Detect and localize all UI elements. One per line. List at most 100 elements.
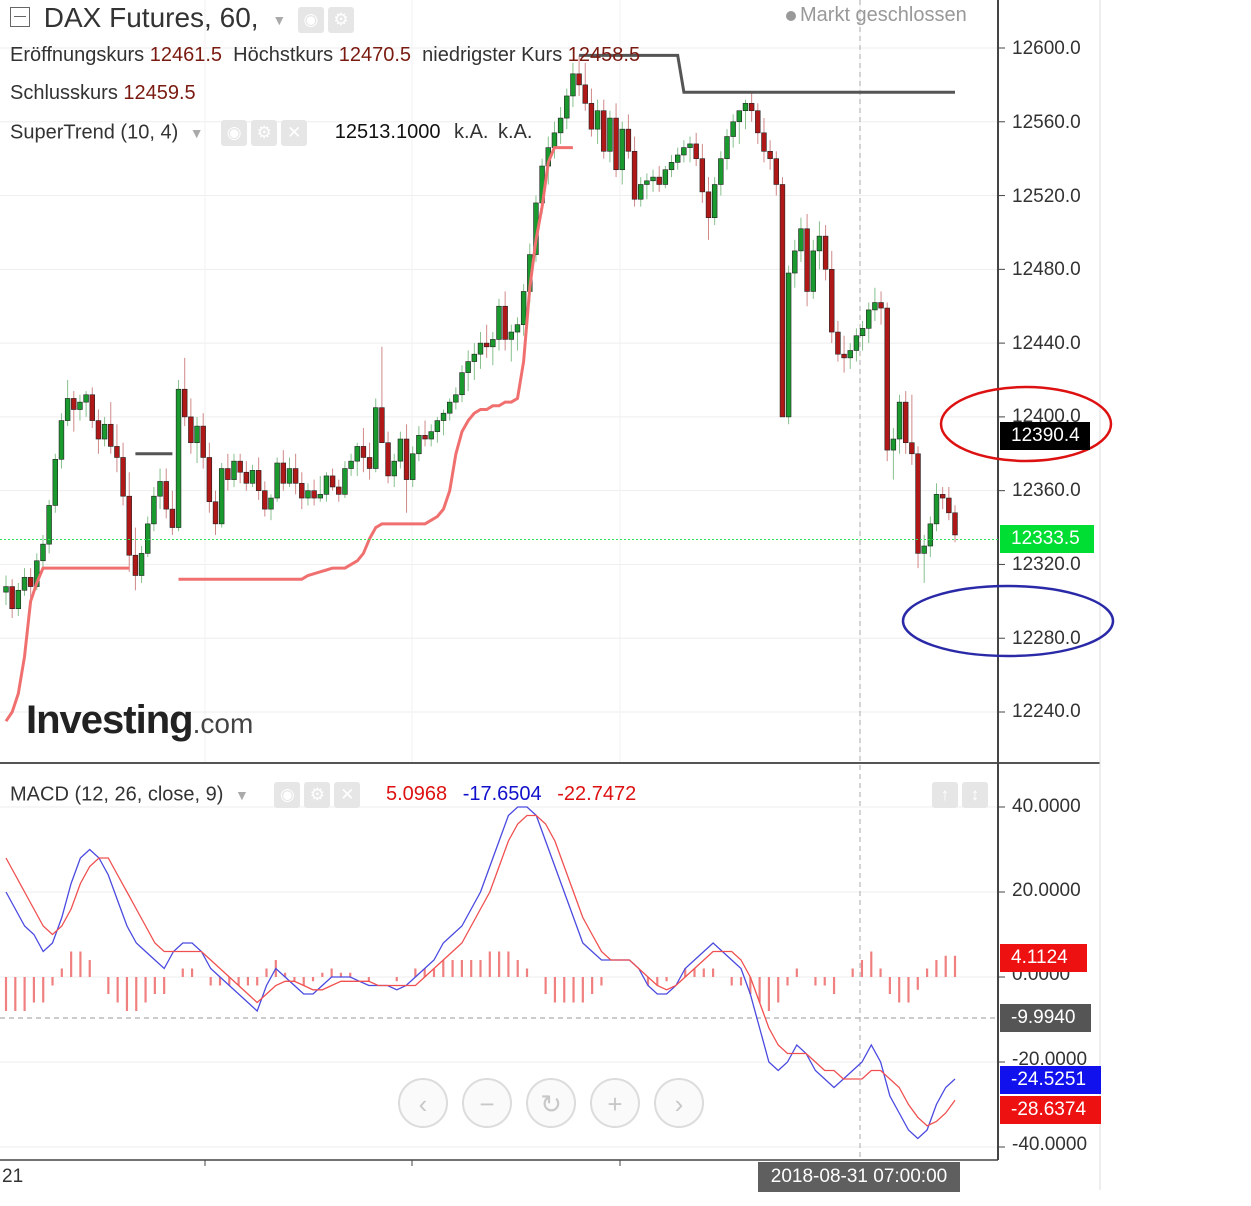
candle-body [594, 110, 601, 130]
arrow-up-icon[interactable]: ↑ [932, 782, 958, 808]
supertrend-na-2: k.A. [498, 121, 533, 144]
eye-icon[interactable]: ◉ [221, 120, 248, 146]
candle-body [21, 577, 28, 591]
candle-body [674, 154, 681, 163]
candle-body [280, 462, 287, 484]
candle-body [625, 128, 632, 152]
macd-axis-ticks [998, 806, 1005, 1148]
price-tick-label: 12440.0 [1012, 333, 1081, 354]
supertrend-lines [4, 53, 955, 723]
candle-body [638, 184, 644, 200]
candle-body [206, 457, 213, 503]
candle-body [909, 442, 915, 455]
macd-line-value: -17.6504 [462, 783, 542, 806]
candle-body [27, 577, 34, 587]
candle-body [896, 401, 903, 440]
chart-title-row: DAX Futures, 60, ▼ ◉ ⚙ [10, 2, 354, 34]
supertrend-up-line [4, 566, 130, 723]
market-status-text: Markt geschlossen [800, 4, 967, 26]
macd-plot [4, 806, 957, 1140]
chevron-down-icon[interactable]: ▼ [189, 125, 204, 141]
candle-body [570, 73, 576, 97]
scroll-left-button[interactable]: ‹ [398, 1078, 448, 1128]
candle-body [311, 490, 317, 499]
last-price-tag: 12333.5 [1000, 525, 1094, 553]
arrow-updown-icon[interactable]: ↕ [962, 782, 988, 808]
candle-body [557, 117, 564, 134]
candle-body [379, 407, 385, 444]
candle-body [761, 132, 767, 152]
candle-body [145, 523, 151, 554]
zoom-out-button[interactable]: − [462, 1078, 512, 1128]
macd-tick-label: -20.0000 [1012, 1049, 1088, 1070]
supertrend-label[interactable]: SuperTrend (10, 4) [10, 121, 179, 144]
candle-body [724, 136, 730, 159]
chart-title[interactable]: DAX Futures, 60, [43, 2, 259, 33]
open-label: Eröffnungskurs [10, 44, 145, 66]
candle-body [514, 324, 521, 333]
candle-body [613, 117, 619, 171]
macd-hist-value: 5.0968 [385, 783, 448, 806]
collapse-icon[interactable] [10, 6, 30, 27]
candle-body [785, 272, 792, 418]
candle-body [502, 305, 508, 340]
candle-body [465, 361, 471, 373]
candle-body [668, 162, 675, 171]
candle-body [847, 350, 853, 359]
macd-hist-tag: 4.1124 [1000, 944, 1087, 972]
candle-body [262, 490, 268, 510]
zoom-in-button[interactable]: + [590, 1078, 640, 1128]
candle-body [108, 423, 114, 447]
candle-body [212, 501, 219, 525]
eye-icon[interactable]: ◉ [297, 6, 324, 33]
candle-body [200, 425, 206, 458]
candle-body [835, 331, 841, 355]
chevron-down-icon[interactable]: ▼ [234, 787, 249, 803]
candle-body [927, 523, 934, 547]
investing-logo: Investing.com [26, 698, 253, 743]
brand-name: Investing [26, 698, 194, 742]
macd-line-tag: -24.5251 [1000, 1066, 1101, 1094]
candle-body [687, 143, 693, 148]
candle-body [933, 494, 940, 525]
pane-controls: ↑ ↕ [928, 782, 988, 808]
candle-body [299, 482, 305, 499]
gear-icon[interactable]: ⚙ [327, 6, 354, 33]
candle-body [582, 84, 588, 104]
candle-body [490, 339, 496, 348]
candle-body [249, 470, 256, 484]
candles [3, 55, 958, 618]
candle-body [175, 388, 182, 528]
macd-label[interactable]: MACD (12, 26, close, 9) [10, 783, 224, 806]
close-icon[interactable]: ✕ [281, 120, 308, 146]
price-tick-label: 12280.0 [1012, 628, 1081, 649]
candle-body [890, 438, 897, 451]
candle-body [939, 494, 946, 499]
candle-body [231, 460, 237, 480]
candle-body [163, 481, 169, 510]
candle-body [440, 412, 447, 421]
candle-body [182, 388, 188, 418]
macd-legend: MACD (12, 26, close, 9) ▼ ◉ ⚙ ✕ 5.0968 -17… [10, 782, 636, 808]
gear-icon[interactable]: ⚙ [304, 782, 331, 808]
candle-body [804, 228, 810, 292]
scroll-right-button[interactable]: › [654, 1078, 704, 1128]
reset-button[interactable]: ↻ [526, 1078, 576, 1128]
supertrend-down-line [579, 53, 955, 94]
candle-body [631, 150, 638, 200]
low-label: niedrigster Kurs [422, 44, 563, 66]
candle-body [243, 471, 250, 484]
candle-body [126, 495, 132, 556]
candle-body [237, 460, 243, 473]
eye-icon[interactable]: ◉ [274, 782, 301, 808]
candle-body [323, 475, 330, 495]
candle-body [255, 470, 262, 491]
candle-body [921, 545, 927, 554]
candle-body [841, 353, 847, 359]
candle-body [348, 460, 354, 469]
candle-body [286, 468, 293, 484]
candle-body [853, 335, 860, 351]
gear-icon[interactable]: ⚙ [251, 120, 278, 146]
close-icon[interactable]: ✕ [334, 782, 361, 808]
chevron-down-icon[interactable]: ▼ [272, 11, 287, 28]
